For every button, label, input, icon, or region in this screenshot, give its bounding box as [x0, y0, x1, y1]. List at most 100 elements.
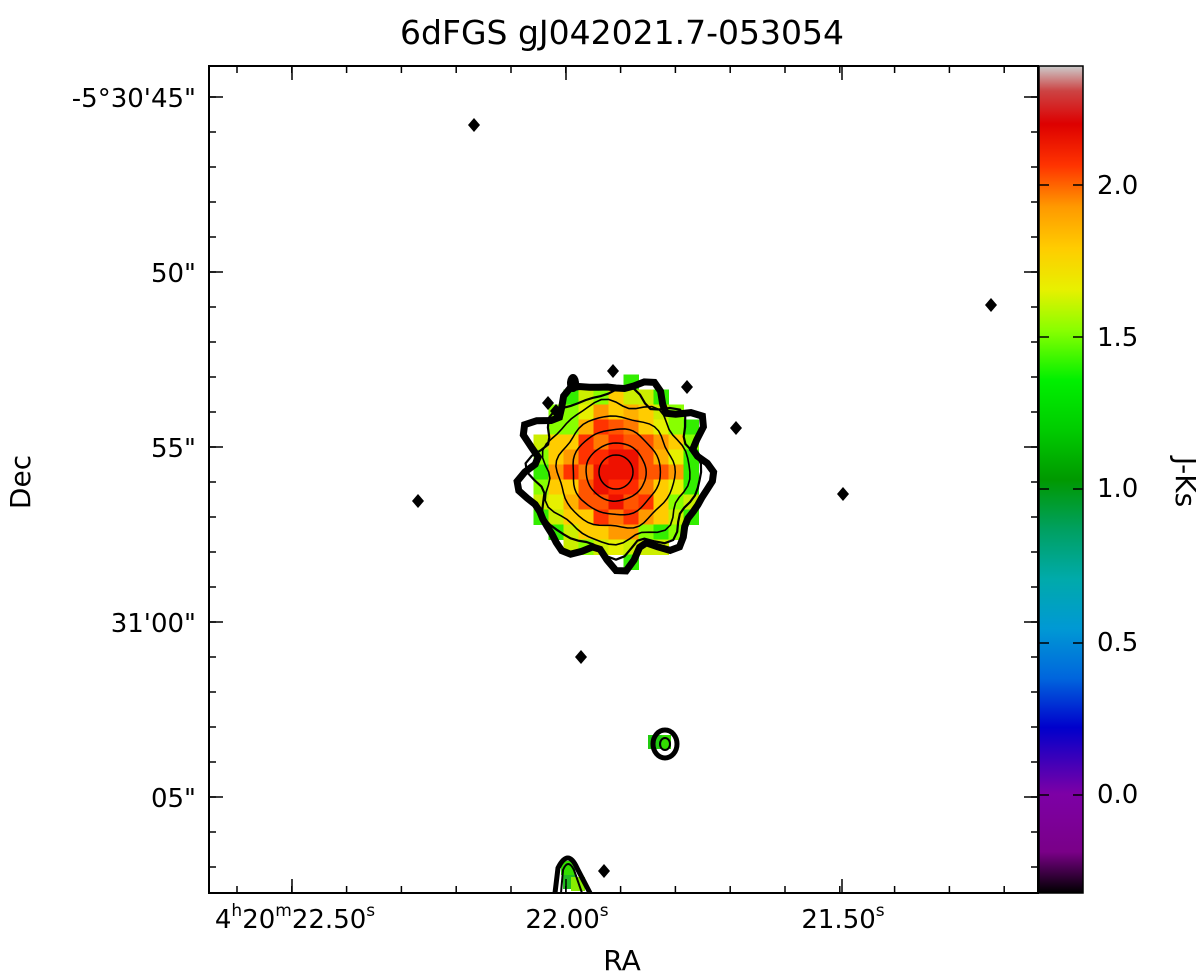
colorbar-tick-label: 2.0 [1097, 171, 1138, 201]
colorbar-tick-label: 0.5 [1097, 628, 1138, 658]
heatmap-cell [653, 449, 669, 465]
heatmap-cell [623, 389, 639, 405]
colorbar-label: J-Ks [1169, 455, 1200, 507]
chart-title: 6dFGS gJ042021.7-053054 [400, 13, 844, 52]
heatmap-cell [578, 509, 594, 525]
colorbar [1038, 65, 1084, 894]
heatmap-cell [608, 494, 624, 510]
y-tick-label: 55" [151, 434, 196, 464]
point-source-marker [567, 374, 579, 392]
point-source-marker [837, 487, 849, 501]
heatmap-cell [623, 479, 639, 495]
heatmap-cell [653, 494, 669, 510]
y-axis-label: Dec [4, 455, 37, 509]
heatmap-cell [578, 404, 594, 420]
point-source-marker [468, 118, 480, 132]
heatmap-cell [608, 509, 624, 525]
x-tick-label: 4h20m22.50s [215, 901, 375, 935]
heatmap-cell [548, 434, 564, 450]
heatmap-cell [683, 464, 699, 480]
contour-edge [552, 855, 593, 893]
y-tick-label: 31'00" [111, 609, 196, 639]
contour-edge [560, 863, 583, 893]
heatmap-cell [608, 434, 624, 450]
heatmap-cell [578, 524, 594, 540]
heatmap-cell [593, 524, 609, 540]
axis-ticks [209, 66, 1038, 893]
heatmap-cell [668, 419, 684, 435]
y-tick-label: 05" [151, 784, 196, 814]
heatmap-cell [563, 419, 579, 435]
heatmap-cell [683, 479, 699, 495]
heatmap-cell [593, 434, 609, 450]
axes-frame [208, 65, 1039, 894]
heatmap-cell [683, 419, 699, 435]
heatmap-cell [593, 464, 609, 480]
x-tick-label: 21.50s [801, 901, 884, 935]
point-source-marker [598, 864, 610, 878]
heatmap-cell [638, 449, 654, 465]
heatmap-cell [638, 389, 654, 405]
point-source-marker [607, 364, 619, 378]
image-area [412, 118, 997, 893]
heatmap-cell [608, 449, 624, 465]
colorbar-ticks [1039, 184, 1083, 796]
point-source-marker [985, 298, 997, 312]
colorbar-tick-label: 1.0 [1097, 474, 1138, 504]
heatmap-cell [578, 479, 594, 495]
heatmap-cells [533, 374, 699, 891]
heatmap-cell [593, 479, 609, 495]
heatmap-cell [533, 464, 549, 480]
heatmap-cell [623, 464, 639, 480]
heatmap-cell [668, 479, 684, 495]
y-tick-label: -5°30'45" [72, 84, 196, 114]
heatmap-cell [638, 509, 654, 525]
heatmap-cell [638, 419, 654, 435]
contour [555, 415, 677, 529]
colorbar-tick-label: 1.5 [1097, 323, 1138, 353]
heatmap-cell [578, 449, 594, 465]
contour [598, 454, 634, 490]
heatmap-cell [561, 861, 575, 875]
contour-south [650, 727, 680, 761]
contour [572, 428, 662, 516]
heatmap-cell [608, 539, 624, 555]
heatmap-cell [668, 434, 684, 450]
heatmap-cell [548, 509, 564, 525]
x-axis-label: RA [603, 944, 640, 977]
colorbar-tick-label: 0.0 [1097, 780, 1138, 810]
heatmap-cell [653, 464, 669, 480]
heatmap-cell [548, 479, 564, 495]
heatmap-cell [623, 449, 639, 465]
heatmap-cell [653, 479, 669, 495]
heatmap-cell [653, 419, 669, 435]
point-source-marker [681, 380, 693, 394]
heatmap-cell [653, 524, 669, 540]
x-tick-label: 22.00s [525, 901, 608, 935]
point-sources [412, 118, 997, 878]
point-source-marker [550, 404, 562, 418]
heatmap-cell [578, 419, 594, 435]
point-source-marker [542, 396, 554, 410]
contour-outer [513, 378, 718, 575]
heatmap-cell [608, 479, 624, 495]
contour-lines [513, 378, 718, 893]
heatmap-cell [563, 494, 579, 510]
heatmap-cell [623, 434, 639, 450]
point-source-marker [412, 494, 424, 508]
contour-south [659, 737, 671, 751]
heatmap-cell [653, 509, 669, 525]
heatmap-cell [548, 464, 564, 480]
heatmap-cell [593, 449, 609, 465]
point-source-marker [730, 421, 742, 435]
heatmap-cell [608, 464, 624, 480]
heatmap-cell [548, 494, 564, 510]
contour [524, 385, 703, 561]
heatmap-cell [608, 524, 624, 540]
heatmap-cell [623, 419, 639, 435]
heatmap-cell [638, 479, 654, 495]
heatmap-cell [608, 419, 624, 435]
y-tick-label: 50" [151, 259, 196, 289]
heatmap-cell [668, 464, 684, 480]
